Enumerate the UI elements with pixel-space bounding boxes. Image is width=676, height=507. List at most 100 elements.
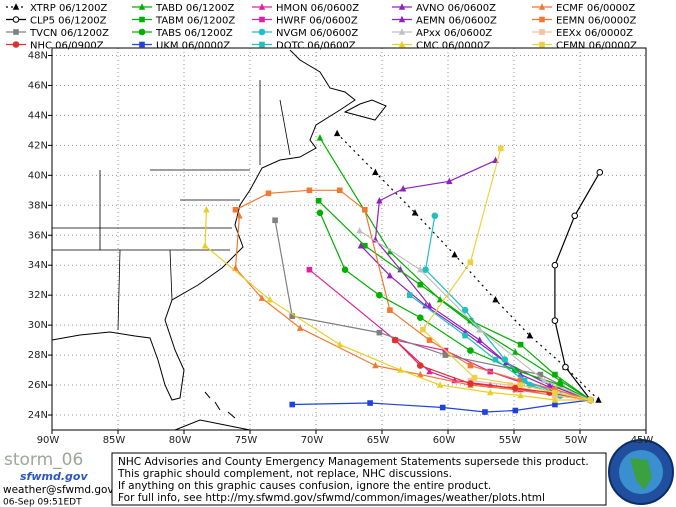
track-point	[203, 206, 210, 213]
legend-marker	[259, 16, 265, 23]
track-point	[571, 212, 579, 220]
track-point	[316, 134, 324, 141]
track-point	[406, 292, 413, 298]
legend-marker	[539, 41, 545, 48]
track-point	[498, 145, 504, 152]
track-point	[316, 209, 324, 217]
legend-label: UKM 06/0000Z	[156, 41, 230, 52]
us-coast	[51, 49, 356, 401]
track-point	[272, 217, 278, 224]
track-point	[367, 400, 373, 406]
track-point	[467, 259, 474, 266]
track-line	[204, 209, 591, 401]
y-tick-label: 24N	[28, 410, 48, 421]
track-point	[426, 337, 433, 343]
y-tick-label: 26N	[28, 380, 48, 391]
legend-marker	[259, 41, 265, 48]
y-tick-label: 48N	[28, 50, 48, 61]
track-point	[416, 362, 424, 369]
legend-item: HWRF 06/0600Z	[252, 16, 358, 27]
track-point	[431, 212, 439, 220]
track-point	[362, 242, 368, 249]
track-point	[376, 329, 383, 336]
legend-item: EEMN 06/0000Z	[532, 16, 636, 27]
track-point	[596, 169, 604, 176]
legend-label: DOTC 06/0600Z	[276, 41, 356, 52]
legend-label: AVNO 06/0600Z	[416, 3, 496, 14]
track-point	[492, 295, 499, 303]
legend-marker	[138, 28, 146, 36]
track-point	[416, 314, 424, 321]
email: weather@sfwmd.gov	[3, 484, 114, 496]
track-point	[467, 362, 474, 369]
legend-marker	[12, 3, 20, 10]
y-tick-label: 44N	[28, 110, 48, 121]
track-point	[386, 248, 394, 255]
legend-item: TABS 06/1200Z	[132, 28, 233, 39]
legend-item: AEMN 06/0600Z	[392, 16, 497, 27]
track-point	[476, 336, 483, 343]
legend-label: CEMN 06/0000Z	[556, 41, 637, 52]
legend-item: CMC 06/0000Z	[392, 41, 490, 52]
track-point	[517, 391, 524, 399]
track-point	[397, 366, 404, 373]
y-tick-label: 28N	[28, 350, 48, 361]
track-point	[417, 281, 424, 288]
legend-item: APxx 06/0600Z	[392, 28, 492, 39]
x-tick-label: 85W	[103, 435, 126, 446]
track-point	[552, 371, 558, 378]
track-point	[537, 371, 544, 378]
track-point	[562, 363, 569, 371]
legend-item: EEXx 06/0000Z	[532, 28, 633, 39]
track-point	[476, 325, 483, 333]
legend-label: CMC 06/0000Z	[416, 41, 490, 52]
track-point	[420, 326, 426, 333]
y-tick-label: 36N	[28, 230, 48, 241]
track-point	[442, 352, 449, 358]
legend-label: EEXx 06/0000Z	[556, 28, 633, 39]
legend-item: XTRP 06/1200Z	[6, 3, 107, 14]
legend-marker	[398, 15, 406, 23]
track-point	[512, 348, 519, 355]
y-tick-label: 30N	[28, 320, 48, 331]
track-point	[517, 370, 524, 378]
legend-item: TABD 06/1200Z	[132, 3, 234, 14]
legend-item: UKM 06/0000Z	[132, 41, 230, 52]
timestamp: 06-Sep 09:51EDT	[3, 498, 82, 507]
track-point	[507, 382, 513, 388]
legend-item: CEMN 06/0000Z	[532, 41, 637, 52]
track-point	[306, 266, 313, 273]
track-point	[372, 168, 379, 176]
track-point	[512, 384, 519, 392]
track-point	[557, 376, 564, 384]
footer: storm_06 sfwmd.gov weather@sfwmd.gov 06-…	[3, 439, 674, 507]
y-tick-label: 46N	[28, 80, 48, 91]
legend-marker	[13, 29, 19, 35]
track-point	[552, 389, 558, 396]
legend-label: AEMN 06/0600Z	[416, 16, 497, 27]
x-tick-label: 80W	[169, 435, 192, 446]
track-point	[289, 401, 296, 408]
track-point	[232, 206, 239, 213]
track-point	[397, 266, 404, 273]
x-tick-label: 90W	[37, 435, 60, 446]
legend-label: CLP5 06/1200Z	[30, 16, 107, 27]
track-point	[471, 374, 478, 381]
legend-label: ECMF 06/0000Z	[556, 3, 635, 14]
legend-marker	[539, 29, 545, 35]
track-point	[387, 307, 393, 313]
legend-label: TABS 06/1200Z	[155, 28, 233, 39]
legend-marker	[258, 3, 266, 10]
coastline	[51, 49, 387, 431]
track-point	[546, 381, 553, 388]
track-point	[417, 370, 424, 378]
track-point	[356, 227, 363, 234]
site-logo: sfwmd.gov	[20, 470, 88, 483]
legend-item: ECMF 06/0000Z	[532, 3, 635, 14]
track-point	[422, 266, 429, 274]
x-tick-label: 65W	[367, 435, 390, 446]
storm-id: storm_06	[4, 450, 83, 470]
track-point	[399, 185, 407, 192]
